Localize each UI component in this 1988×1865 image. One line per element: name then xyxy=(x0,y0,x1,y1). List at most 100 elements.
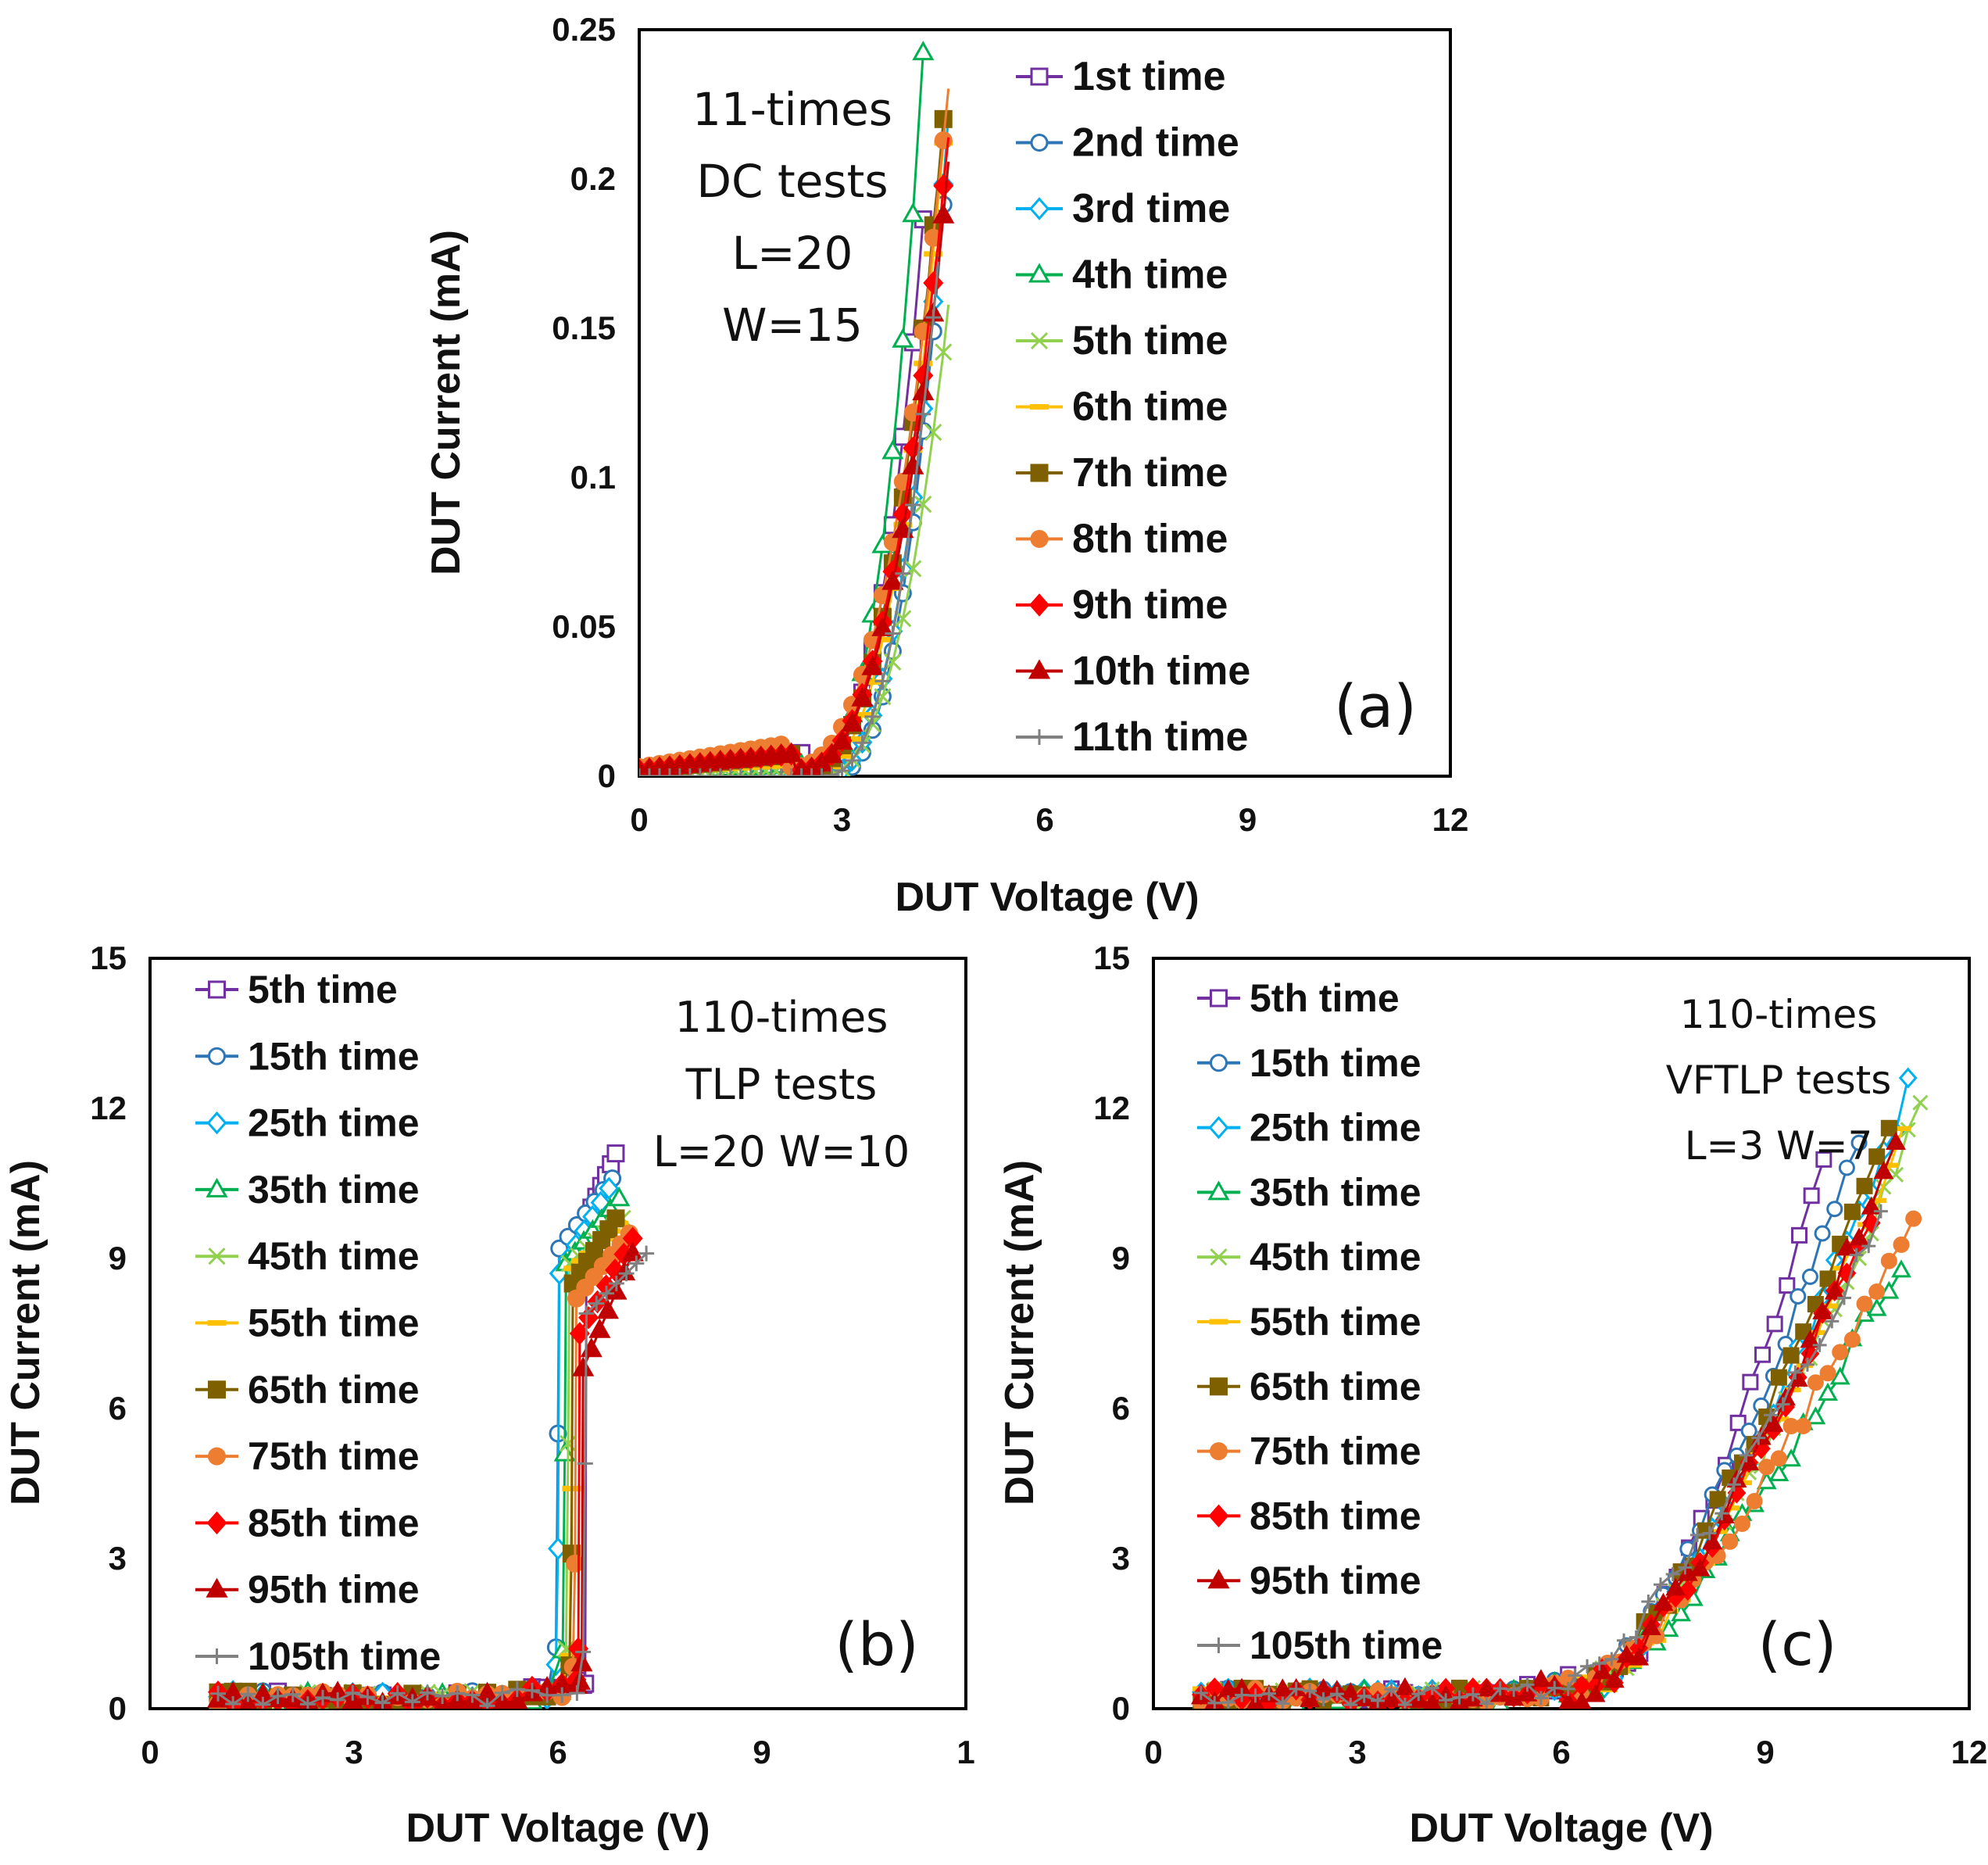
data-point xyxy=(702,768,718,776)
data-point xyxy=(915,406,931,422)
legend-label: 65th time xyxy=(248,1368,420,1412)
data-point xyxy=(1653,1592,1674,1611)
legend-item: 15th time xyxy=(195,1034,420,1078)
legend-label: 25th time xyxy=(1250,1106,1421,1150)
data-point xyxy=(1530,1669,1551,1688)
legend-item: 1st time xyxy=(1016,54,1226,99)
data-point xyxy=(1702,1531,1723,1550)
x-tick-label: 3 xyxy=(833,801,851,838)
data-point xyxy=(1829,1366,1850,1385)
data-point xyxy=(359,1689,376,1706)
data-point xyxy=(1879,1280,1900,1299)
legend-item: 5th time xyxy=(1197,976,1400,1020)
data-point xyxy=(1592,1656,1607,1671)
data-point xyxy=(783,768,799,776)
data-point xyxy=(299,1696,316,1709)
data-point xyxy=(773,768,789,776)
data-point xyxy=(1838,1159,1855,1176)
legend-label: 55th time xyxy=(248,1301,420,1345)
data-point xyxy=(1207,1695,1222,1709)
x-tick-label: 3 xyxy=(345,1734,363,1770)
data-point xyxy=(873,636,892,643)
y-tick-label: 0.25 xyxy=(552,11,616,48)
x-axis-title: DUT Voltage (V) xyxy=(895,875,1199,920)
data-point xyxy=(1343,1698,1358,1709)
legend-label: 1st time xyxy=(1072,54,1226,99)
data-point xyxy=(1775,1397,1790,1412)
data-point xyxy=(539,1687,556,1703)
data-point xyxy=(1425,1681,1439,1695)
data-point xyxy=(763,768,779,776)
data-point xyxy=(1722,1533,1739,1550)
legend-item: 4th time xyxy=(1016,252,1228,298)
data-point xyxy=(780,742,803,762)
data-point xyxy=(871,616,894,636)
data-point xyxy=(1832,1344,1849,1361)
legend-marker xyxy=(1209,1319,1228,1325)
data-point xyxy=(1665,1567,1680,1582)
data-point xyxy=(854,735,871,751)
data-point xyxy=(1893,1236,1910,1253)
legend-label: 6th time xyxy=(1072,385,1228,430)
legend-marker xyxy=(1210,989,1228,1008)
data-point xyxy=(1818,1382,1838,1401)
legend-label: 95th time xyxy=(1250,1559,1421,1602)
data-point xyxy=(239,1693,257,1709)
legend-item: 35th time xyxy=(1197,1170,1421,1214)
data-point xyxy=(608,1187,631,1207)
data-point xyxy=(1770,1450,1787,1467)
series-line-11 xyxy=(639,261,940,776)
x-tick-label: 6 xyxy=(549,1734,567,1770)
y-tick-label: 12 xyxy=(1093,1090,1130,1126)
data-point xyxy=(1592,1661,1613,1680)
legend-marker xyxy=(1030,67,1049,86)
data-point xyxy=(1856,1177,1873,1194)
data-point xyxy=(681,768,698,776)
legend-marker xyxy=(1029,197,1049,220)
data-point xyxy=(885,625,901,642)
data-point xyxy=(1856,1295,1873,1312)
data-point xyxy=(1751,1430,1766,1445)
x-tick-label: 12 xyxy=(1951,1734,1988,1770)
legend-item: 65th time xyxy=(1197,1365,1421,1409)
legend-item: 5th time xyxy=(1016,318,1228,363)
legend-marker xyxy=(1208,1504,1229,1528)
data-point xyxy=(479,1698,495,1709)
data-point xyxy=(1272,1678,1293,1697)
legend-marker xyxy=(1030,331,1049,350)
data-point xyxy=(1836,1290,1851,1305)
y-axis-title: DUT Current (mA) xyxy=(997,1160,1042,1505)
data-point xyxy=(803,768,820,776)
panel-label: (b) xyxy=(835,1609,919,1679)
data-point xyxy=(1371,1693,1386,1708)
data-point xyxy=(1533,1691,1548,1706)
data-point xyxy=(824,767,840,776)
data-point xyxy=(1843,1331,1861,1348)
data-point xyxy=(494,1684,510,1701)
legend-label: 7th time xyxy=(1072,450,1228,496)
data-point xyxy=(851,686,874,707)
data-point xyxy=(1891,1259,1911,1278)
data-point xyxy=(1547,1681,1562,1695)
data-point xyxy=(651,768,667,776)
data-point xyxy=(599,1176,620,1201)
data-point xyxy=(1815,1151,1832,1168)
data-point xyxy=(210,1685,226,1702)
legend-marker xyxy=(1028,263,1051,283)
x-tick-label: 9 xyxy=(753,1734,771,1770)
legend-marker xyxy=(208,1047,226,1065)
legend-label: 9th time xyxy=(1072,582,1228,628)
data-point xyxy=(1585,1684,1606,1702)
data-point xyxy=(554,1687,570,1703)
data-point xyxy=(834,762,850,776)
data-point xyxy=(588,1318,611,1338)
data-point xyxy=(1763,1413,1784,1432)
legend-label: 8th time xyxy=(1072,517,1228,562)
data-point xyxy=(255,1696,271,1709)
y-tick-label: 15 xyxy=(1093,940,1130,976)
legend-label: 2nd time xyxy=(1072,120,1239,166)
chart-a: 0 3 6 9 12 0 0.05 0.1 0.15 0.2 0.25 DUT Voltage (V)… xyxy=(424,11,1468,920)
data-point xyxy=(841,711,863,732)
legend-item: 35th time xyxy=(195,1168,420,1212)
data-point xyxy=(905,497,921,514)
